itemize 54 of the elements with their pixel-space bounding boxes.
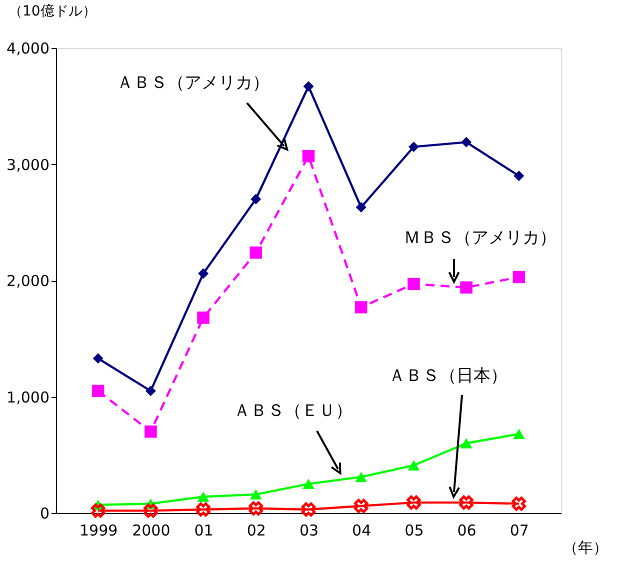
point [198, 268, 209, 279]
point [250, 246, 262, 259]
point [513, 428, 525, 440]
y-tick-label: 4,000 [6, 40, 50, 58]
x-tick-label: 04 [352, 522, 372, 540]
point [144, 504, 158, 518]
point [144, 426, 157, 438]
x-tick-label: 01 [194, 522, 214, 540]
text: ＡＢＳ（日本） [388, 366, 508, 386]
point [512, 270, 526, 284]
point [406, 495, 421, 510]
point [302, 150, 315, 162]
point [303, 81, 314, 92]
point [145, 386, 156, 396]
point [197, 312, 210, 324]
point [459, 495, 474, 510]
point [92, 384, 104, 398]
series-label: ＡＢＳ（アメリカ） [116, 73, 270, 93]
point [250, 489, 262, 500]
text: ＡＢＳ（ＥＵ） [234, 401, 352, 421]
point [197, 492, 210, 502]
point [460, 281, 472, 294]
point [354, 498, 368, 514]
point [301, 502, 316, 517]
x-tick-label: 06 [457, 522, 476, 540]
x-tick-label: 2000 [132, 522, 170, 540]
point [90, 504, 106, 518]
y-tick-label: 3,000 [6, 156, 50, 174]
point [250, 194, 262, 204]
x-tick-label: 07 [510, 522, 529, 540]
point [355, 472, 368, 482]
x-tick-label: 05 [404, 522, 424, 540]
point [356, 202, 366, 213]
point [461, 136, 472, 148]
point [512, 496, 526, 511]
series-label: ＭＢＳ（アメリカ） [404, 228, 556, 248]
y-tick-label: 2,000 [6, 272, 50, 290]
x-tick-label: 03 [299, 522, 319, 540]
x-axis-title: （年） [563, 538, 608, 556]
point [92, 353, 104, 364]
point [408, 460, 420, 470]
y-axis-title: （10億ドル） [8, 4, 96, 20]
y-tick-label: 0 [40, 504, 50, 522]
point [408, 142, 419, 152]
x-tick-label: 02 [246, 522, 266, 540]
point [248, 501, 263, 516]
point [460, 438, 472, 448]
y-tick-label: 1,000 [6, 388, 50, 406]
point [196, 502, 210, 517]
point [408, 278, 420, 290]
point [514, 170, 524, 182]
point [354, 301, 368, 314]
point [302, 478, 314, 490]
x-tick-label: 1999 [79, 522, 118, 540]
